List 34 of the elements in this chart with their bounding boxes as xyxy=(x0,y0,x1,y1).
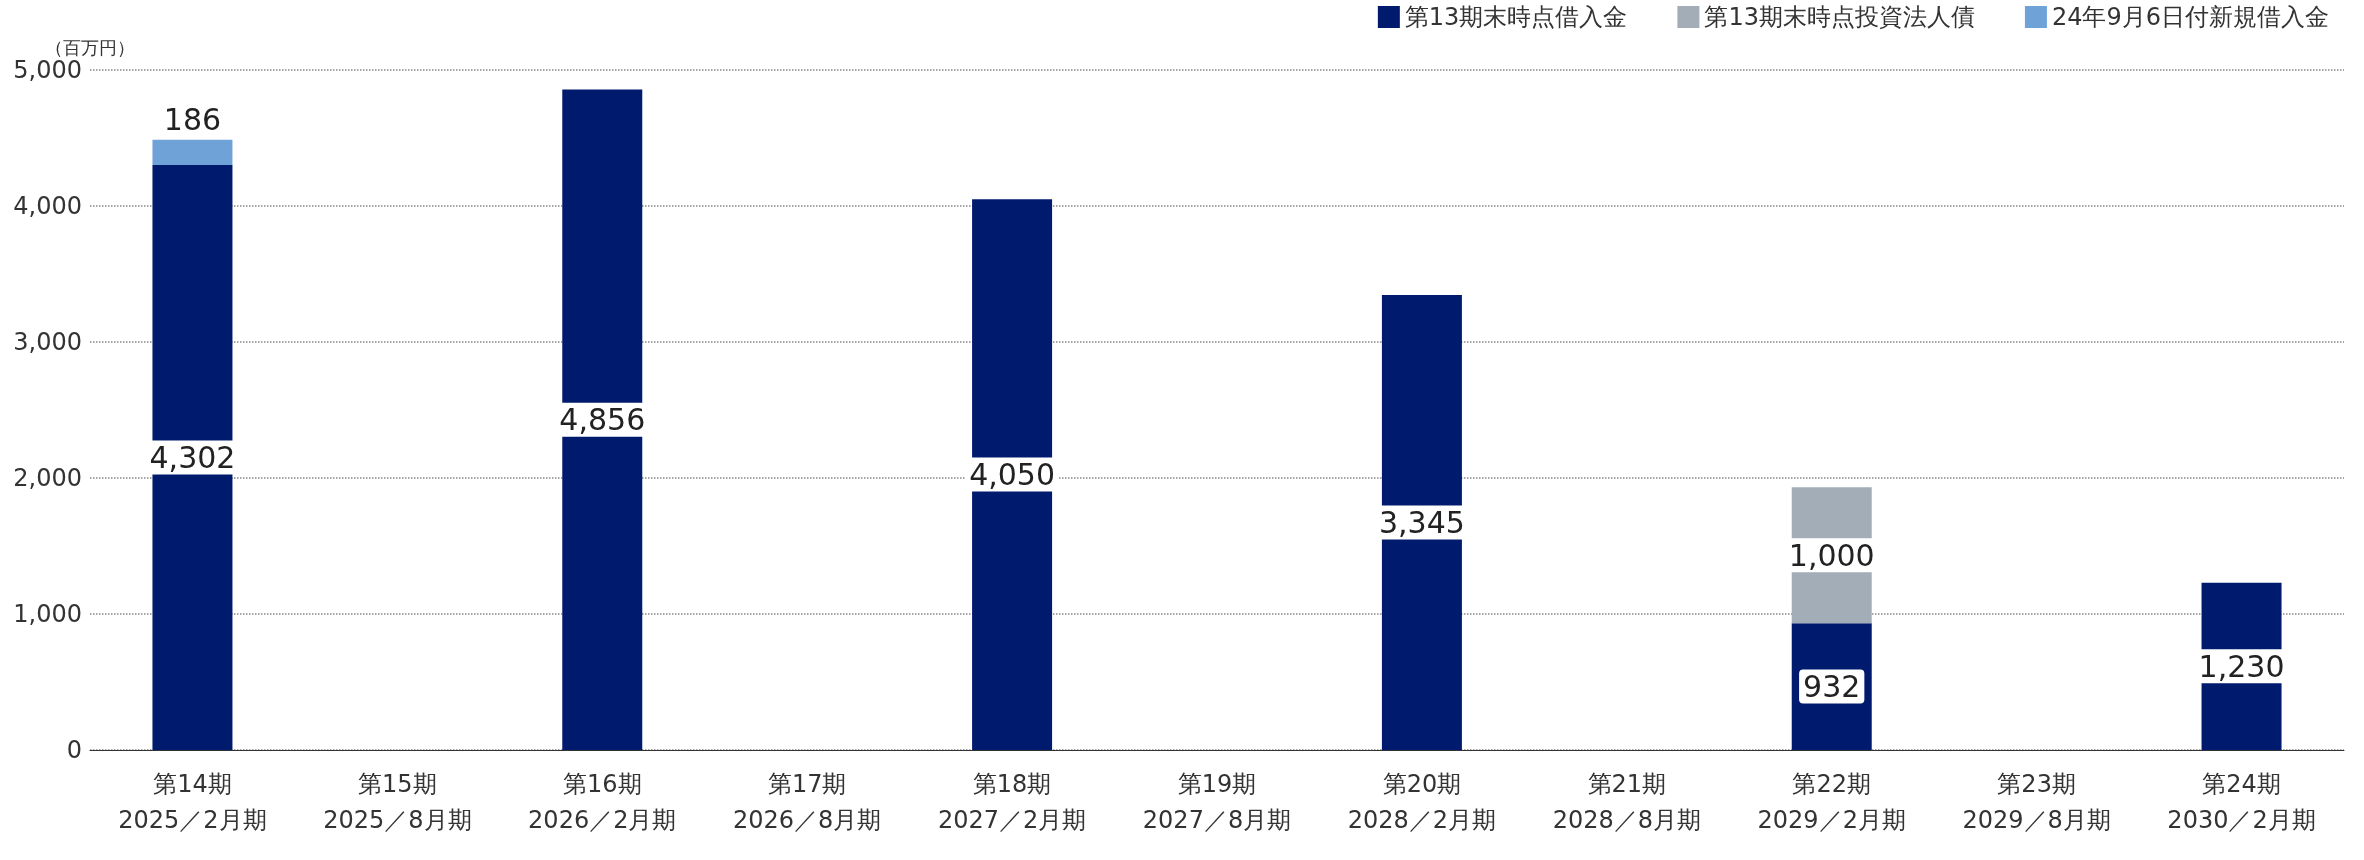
data-label: 4,856 xyxy=(559,402,646,438)
x-tick-label: 第15期 2025／8月期 xyxy=(323,770,472,834)
data-label: 186 xyxy=(163,102,222,138)
x-tick-label: 第20期 2028／2月期 xyxy=(1347,770,1497,834)
data-label: 932 xyxy=(1803,669,1861,705)
x-tick-label: 第17期 2026／8月期 xyxy=(733,770,882,834)
y-tick-label: 2,000 xyxy=(13,464,82,492)
x-tick-label: 第22期 2029／2月期 xyxy=(1757,770,1906,834)
data-label: 4,302 xyxy=(149,439,236,475)
y-tick-label: 1,000 xyxy=(13,600,82,628)
legend-label: 第13期末時点投資法人債 xyxy=(1704,3,1975,31)
bar xyxy=(152,164,233,750)
legend-label: 第13期末時点借入金 xyxy=(1404,3,1628,31)
x-tick-label: 第24期 2030／2月期 xyxy=(2167,770,2316,834)
x-tick-label: 第19期 2027／8月期 xyxy=(1142,770,1292,834)
y-tick-label: 5,000 xyxy=(13,56,82,84)
x-tick-label: 第16期 2026／2月期 xyxy=(528,770,677,834)
bar xyxy=(562,89,643,750)
x-tick-label: 第14期 2025／2月期 xyxy=(118,770,267,834)
y-tick-label: 4,000 xyxy=(13,192,82,220)
y-tick-label: 0 xyxy=(66,736,82,764)
x-tick-label: 第18期 2027／2月期 xyxy=(937,770,1087,834)
bar xyxy=(972,199,1053,750)
y-tick-label: 3,000 xyxy=(13,328,82,356)
x-tick-label: 第21期 2028／8月期 xyxy=(1552,770,1701,834)
bar xyxy=(152,139,233,165)
legend-label: 24年9月6日付新規借入金 xyxy=(2051,3,2329,31)
data-label: 1,230 xyxy=(2198,648,2285,684)
data-label: 3,345 xyxy=(1378,505,1465,541)
y-axis-title: （百万円） xyxy=(45,36,135,58)
data-label: 4,050 xyxy=(969,457,1056,493)
data-label: 1,000 xyxy=(1788,537,1875,573)
x-tick-label: 第23期 2029／8月期 xyxy=(1962,770,2111,834)
bar xyxy=(1381,295,1462,750)
